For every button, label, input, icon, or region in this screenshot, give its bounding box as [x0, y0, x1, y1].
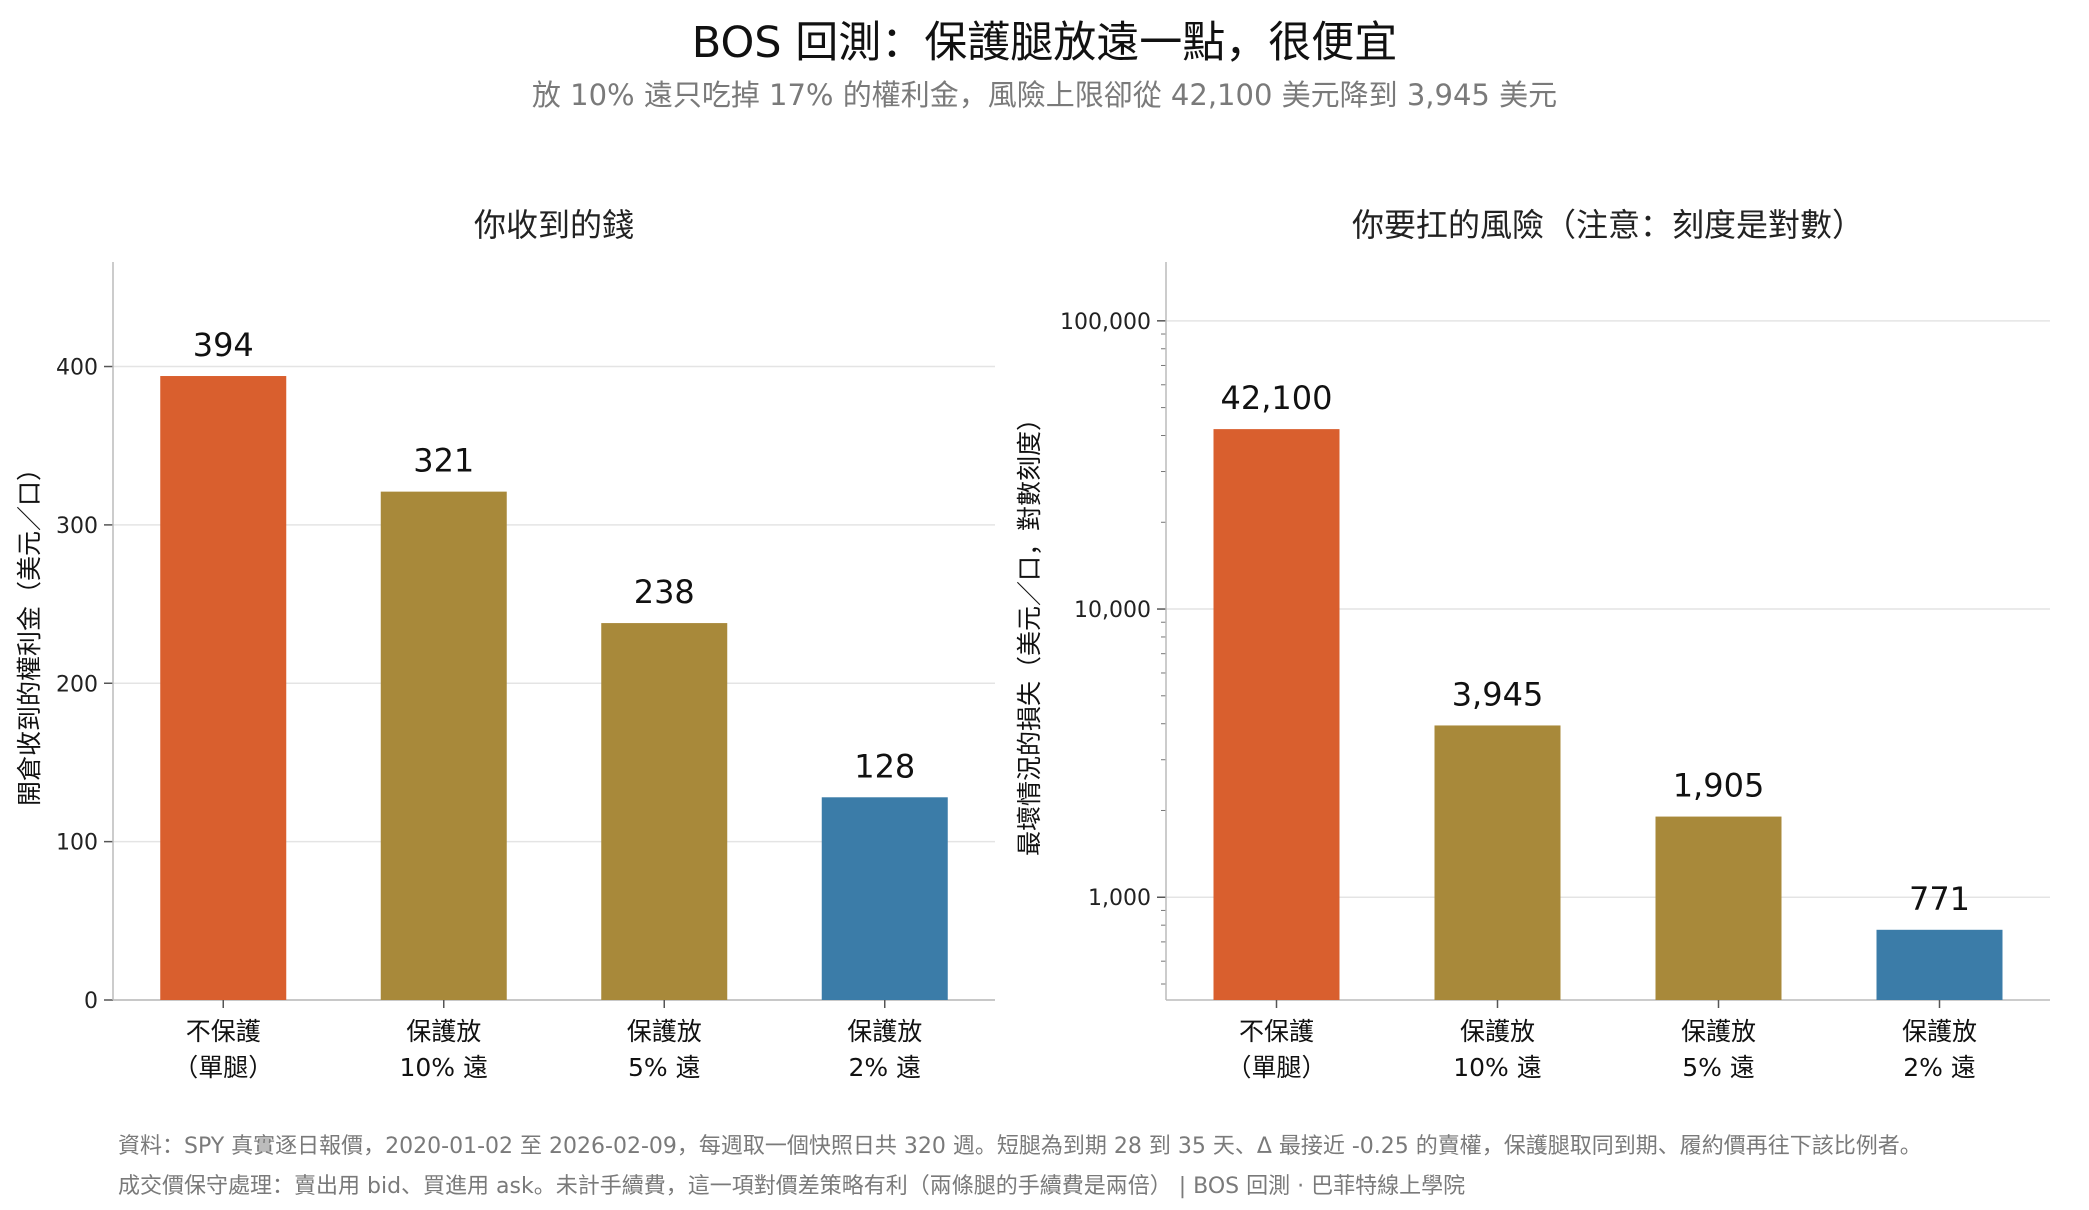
bar-value-label: 238: [634, 573, 695, 611]
bar: [160, 376, 287, 1000]
y-tick-label: 0: [84, 989, 98, 1014]
x-tick-label: 保護放: [406, 1017, 481, 1046]
x-tick-label: 2% 遠: [1903, 1053, 1976, 1082]
x-tick-label: （單腿）: [1226, 1053, 1326, 1082]
x-tick-label: 不保護: [186, 1017, 261, 1046]
bar-value-label: 128: [854, 747, 915, 785]
bar-value-label: 394: [193, 326, 254, 364]
x-tick-label: 5% 遠: [1682, 1053, 1755, 1082]
x-tick-label: 不保護: [1239, 1017, 1314, 1046]
bar: [821, 797, 948, 1000]
y-tick-label: 100: [56, 831, 98, 856]
x-tick-label: 保護放: [627, 1017, 702, 1046]
x-tick-label: 保護放: [1460, 1017, 1535, 1046]
y-axis-label: 開倉收到的權利金（美元／口）: [15, 456, 44, 806]
y-tick-label: 100,000: [1060, 310, 1151, 335]
x-tick-label: 10% 遠: [399, 1053, 488, 1082]
y-tick-label: 400: [56, 356, 98, 381]
footer-method-note: 成交價保守處理：賣出用 bid、買進用 ask。未計手續費，這一項對價差策略有利…: [118, 1174, 1466, 1199]
bar-value-label: 3,945: [1452, 675, 1544, 713]
x-tick-label: 10% 遠: [1453, 1053, 1542, 1082]
y-tick-label: 300: [56, 514, 98, 539]
bar: [601, 623, 728, 1000]
bar: [1434, 725, 1561, 1000]
x-tick-label: 保護放: [1902, 1017, 1977, 1046]
y-tick-label: 1,000: [1088, 886, 1151, 911]
bar: [1876, 929, 2003, 1000]
x-tick-label: （單腿）: [173, 1053, 273, 1082]
bar-value-label: 1,905: [1673, 767, 1765, 805]
panel-title: 你收到的錢: [474, 206, 634, 244]
x-tick-label: 2% 遠: [848, 1053, 921, 1082]
x-tick-label: 5% 遠: [628, 1053, 701, 1082]
bar-value-label: 771: [1909, 880, 1970, 918]
y-tick-label: 10,000: [1074, 598, 1151, 623]
x-tick-label: 保護放: [847, 1017, 922, 1046]
panel-title: 你要扛的風險（注意：刻度是對數）: [1352, 206, 1864, 244]
bar: [380, 491, 507, 1000]
bar-value-label: 42,100: [1221, 379, 1333, 417]
y-axis-label: 最壞情況的損失（美元／口，對數刻度）: [1015, 406, 1044, 856]
y-tick-label: 200: [56, 672, 98, 697]
x-tick-label: 保護放: [1681, 1017, 1756, 1046]
bar: [1213, 429, 1340, 1001]
footer-source-note: 資料：SPY 真實逐日報價，2020-01-02 至 2026-02-09，每週…: [118, 1134, 1922, 1159]
bar-value-label: 321: [413, 442, 474, 480]
chart-title: BOS 回測：保護腿放遠一點，很便宜: [691, 18, 1398, 68]
chart-subtitle: 放 10% 遠只吃掉 17% 的權利金，風險上限卻從 42,100 美元降到 3…: [531, 78, 1558, 112]
bar: [1655, 816, 1782, 1000]
